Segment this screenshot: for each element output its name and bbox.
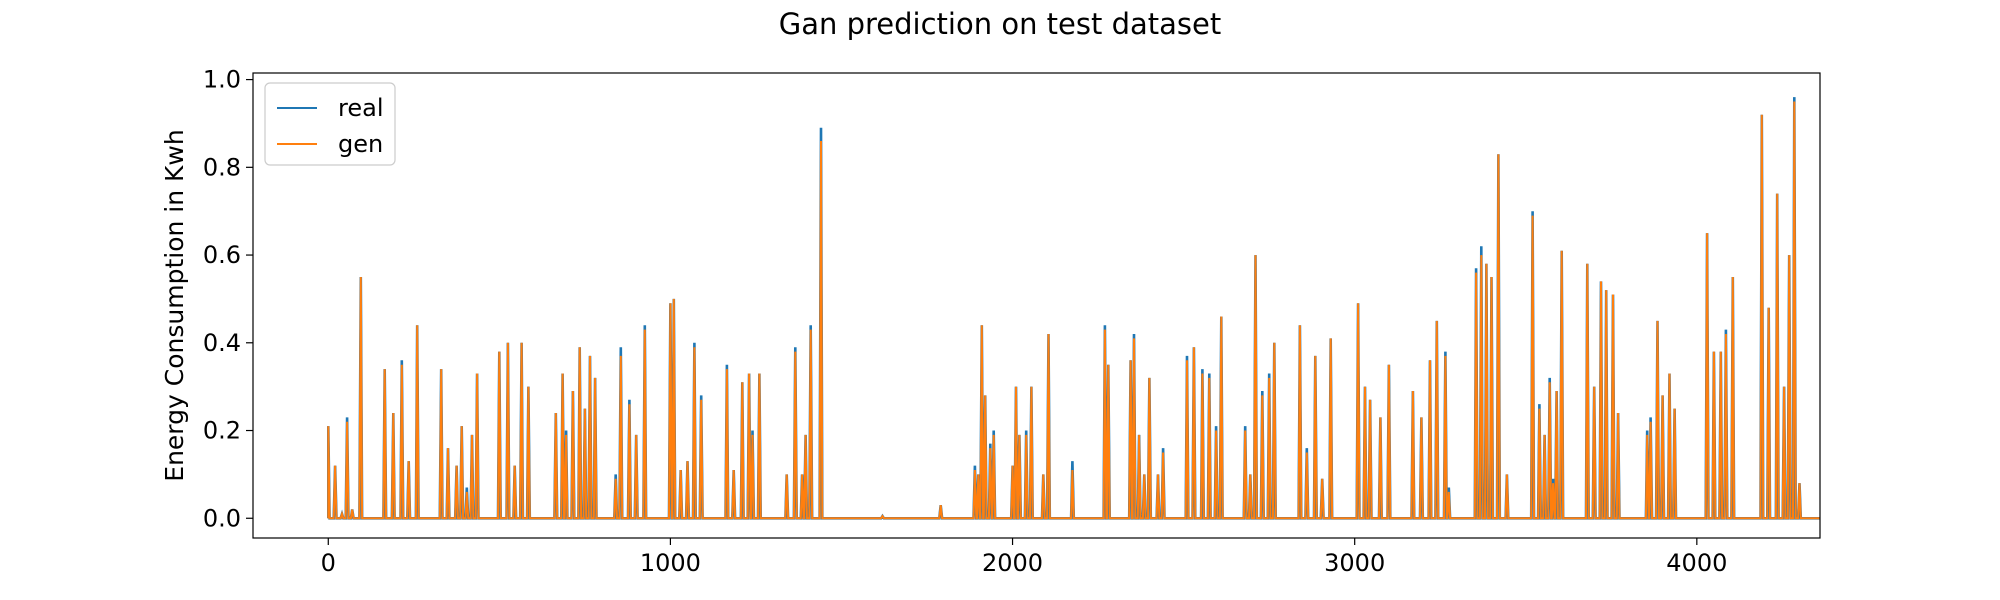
- y-axis: 0.0 0.2 0.4 0.6 0.8 1.0: [203, 66, 253, 532]
- x-axis: 0 1000 2000 3000 4000: [321, 538, 1727, 577]
- y-tick-label: 0.4: [203, 329, 241, 357]
- x-tick-label: 2000: [982, 549, 1043, 577]
- y-tick-label: 0.6: [203, 241, 241, 269]
- y-tick-label: 0.8: [203, 153, 241, 181]
- x-tick-label: 1000: [640, 549, 701, 577]
- plot-area: [327, 97, 1820, 520]
- x-tick-label: 0: [321, 549, 336, 577]
- y-tick-label: 1.0: [203, 66, 241, 94]
- x-tick-label: 4000: [1666, 549, 1727, 577]
- series-line-real: [327, 97, 1820, 520]
- y-tick-label: 0.2: [203, 417, 241, 445]
- x-tick-label: 3000: [1324, 549, 1385, 577]
- y-axis-label: Energy Consumption in Kwh: [160, 129, 189, 481]
- y-tick-label: 0.0: [203, 504, 241, 532]
- legend-label-gen: gen: [338, 130, 383, 158]
- legend: real gen: [264, 82, 396, 166]
- legend-label-real: real: [338, 94, 383, 122]
- series-line-gen: [327, 101, 1820, 520]
- axes-frame: [252, 72, 1821, 539]
- chart-title: Gan prediction on test dataset: [779, 7, 1221, 41]
